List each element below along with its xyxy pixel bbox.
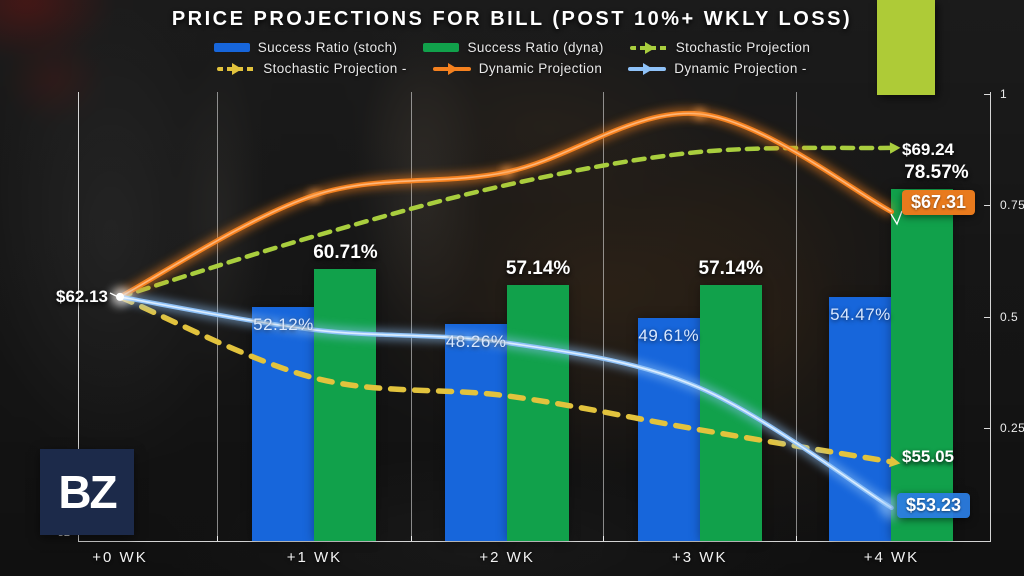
left-axis-line — [78, 92, 79, 541]
legend-swatch-bar-icon — [423, 43, 460, 52]
legend-label: Success Ratio (stoch) — [257, 40, 398, 55]
legend-item-success-ratio-stoch-: Success Ratio (stoch) — [213, 40, 398, 55]
x-axis-tick — [410, 536, 412, 541]
bar-label-success_ratio_stoch: 52.12% — [253, 315, 314, 335]
gridline — [217, 92, 219, 541]
bar-success_ratio_dyna — [507, 284, 570, 541]
legend-item-dynamic-projection-: Dynamic Projection - — [628, 61, 807, 76]
y-axis-tick — [984, 205, 990, 206]
legend-marker-icon — [232, 62, 243, 75]
legend-label: Stochastic Projection — [675, 40, 811, 55]
y-axis-tick — [984, 316, 990, 318]
y-axis-tick-label: 0.75 — [1000, 198, 1024, 212]
legend-swatch-dash-icon — [217, 62, 256, 75]
y-axis-tick-label: 0.25 — [1000, 421, 1024, 435]
legend-label: Dynamic Projection - — [674, 61, 807, 76]
legend-swatch-line-icon — [432, 62, 471, 75]
x-axis-tick — [795, 536, 797, 541]
legend-swatch-line-icon — [628, 62, 667, 75]
chart-title: PRICE PROJECTIONS FOR BILL (POST 10%+ WK… — [171, 8, 853, 30]
legend-item-dynamic-projection: Dynamic Projection — [432, 61, 603, 76]
x-axis-label: +0 WK — [92, 549, 148, 566]
legend-item-stochastic-projection: Stochastic Projection — [629, 40, 811, 55]
x-axis-label: +3 WK — [672, 549, 728, 566]
bar-label-success_ratio_dyna: 57.14% — [698, 257, 763, 279]
legend-marker-icon — [644, 41, 655, 54]
y-axis-tick — [984, 93, 990, 95]
legend-marker-icon — [643, 62, 654, 75]
legend-label: Success Ratio (dyna) — [467, 40, 604, 55]
bar-success_ratio_stoch — [829, 296, 892, 541]
start-price-label: $62.13 — [56, 287, 108, 306]
right-axis-line — [990, 92, 991, 541]
stochastic-projection-minus-end-label: $55.05 — [902, 447, 954, 466]
y-axis-tick — [984, 428, 990, 429]
gridline — [603, 92, 605, 541]
bar-label-success_ratio_stoch: 54.47% — [830, 304, 891, 324]
bar-success_ratio_stoch — [637, 318, 700, 541]
bar-success_ratio_stoch — [445, 324, 508, 541]
benzinga-logo: BZ — [40, 449, 134, 535]
bar-label-success_ratio_dyna: 78.57% — [904, 162, 969, 184]
legend: Success Ratio (stoch) Success Ratio (dyna… — [0, 40, 1024, 82]
stochastic-projection-end-label: $69.24 — [902, 140, 954, 159]
legend-label: Stochastic Projection - — [263, 61, 407, 76]
benzinga-logo-text: BZ — [58, 466, 117, 518]
bar-label-success_ratio_stoch: 48.26% — [445, 332, 507, 352]
y-axis-tick-label: 0.5 — [1000, 309, 1019, 324]
legend-label: Dynamic Projection — [478, 61, 603, 76]
legend-item-stochastic-projection-: Stochastic Projection - — [217, 61, 407, 76]
bar-label-success_ratio_stoch: 49.61% — [638, 326, 700, 346]
gridline — [410, 92, 412, 541]
green-accent-rectangle — [877, 0, 935, 95]
legend-marker-icon — [447, 62, 458, 75]
gridline — [795, 92, 797, 541]
x-axis-tick — [217, 536, 219, 541]
bar-label-success_ratio_dyna: 57.14% — [505, 257, 571, 279]
bar-success_ratio_dyna — [699, 284, 762, 541]
x-axis-tick — [603, 536, 605, 541]
dynamic-projection-minus-end-badge: $53.23 — [897, 493, 971, 518]
x-axis-label: +2 WK — [479, 549, 535, 566]
legend-swatch-dash-icon — [629, 41, 668, 54]
bar-success_ratio_dyna — [891, 189, 954, 541]
legend-row: Stochastic Projection - Dynamic Projectio… — [0, 61, 1024, 76]
x-axis-label: +1 WK — [286, 549, 343, 566]
bar-success_ratio_dyna — [314, 268, 377, 541]
bottom-axis-line — [78, 541, 991, 542]
legend-row: Success Ratio (stoch) Success Ratio (dyna… — [0, 40, 1024, 55]
dynamic-projection-end-badge: $67.31 — [902, 190, 976, 215]
bar-success_ratio_stoch — [252, 307, 315, 541]
legend-swatch-bar-icon — [213, 43, 250, 52]
bar-label-success_ratio_dyna: 60.71% — [313, 241, 378, 263]
y-axis-tick-label: 1 — [1000, 86, 1008, 101]
x-axis-label: +4 WK — [863, 549, 920, 566]
legend-item-success-ratio-dyna-: Success Ratio (dyna) — [423, 40, 603, 55]
